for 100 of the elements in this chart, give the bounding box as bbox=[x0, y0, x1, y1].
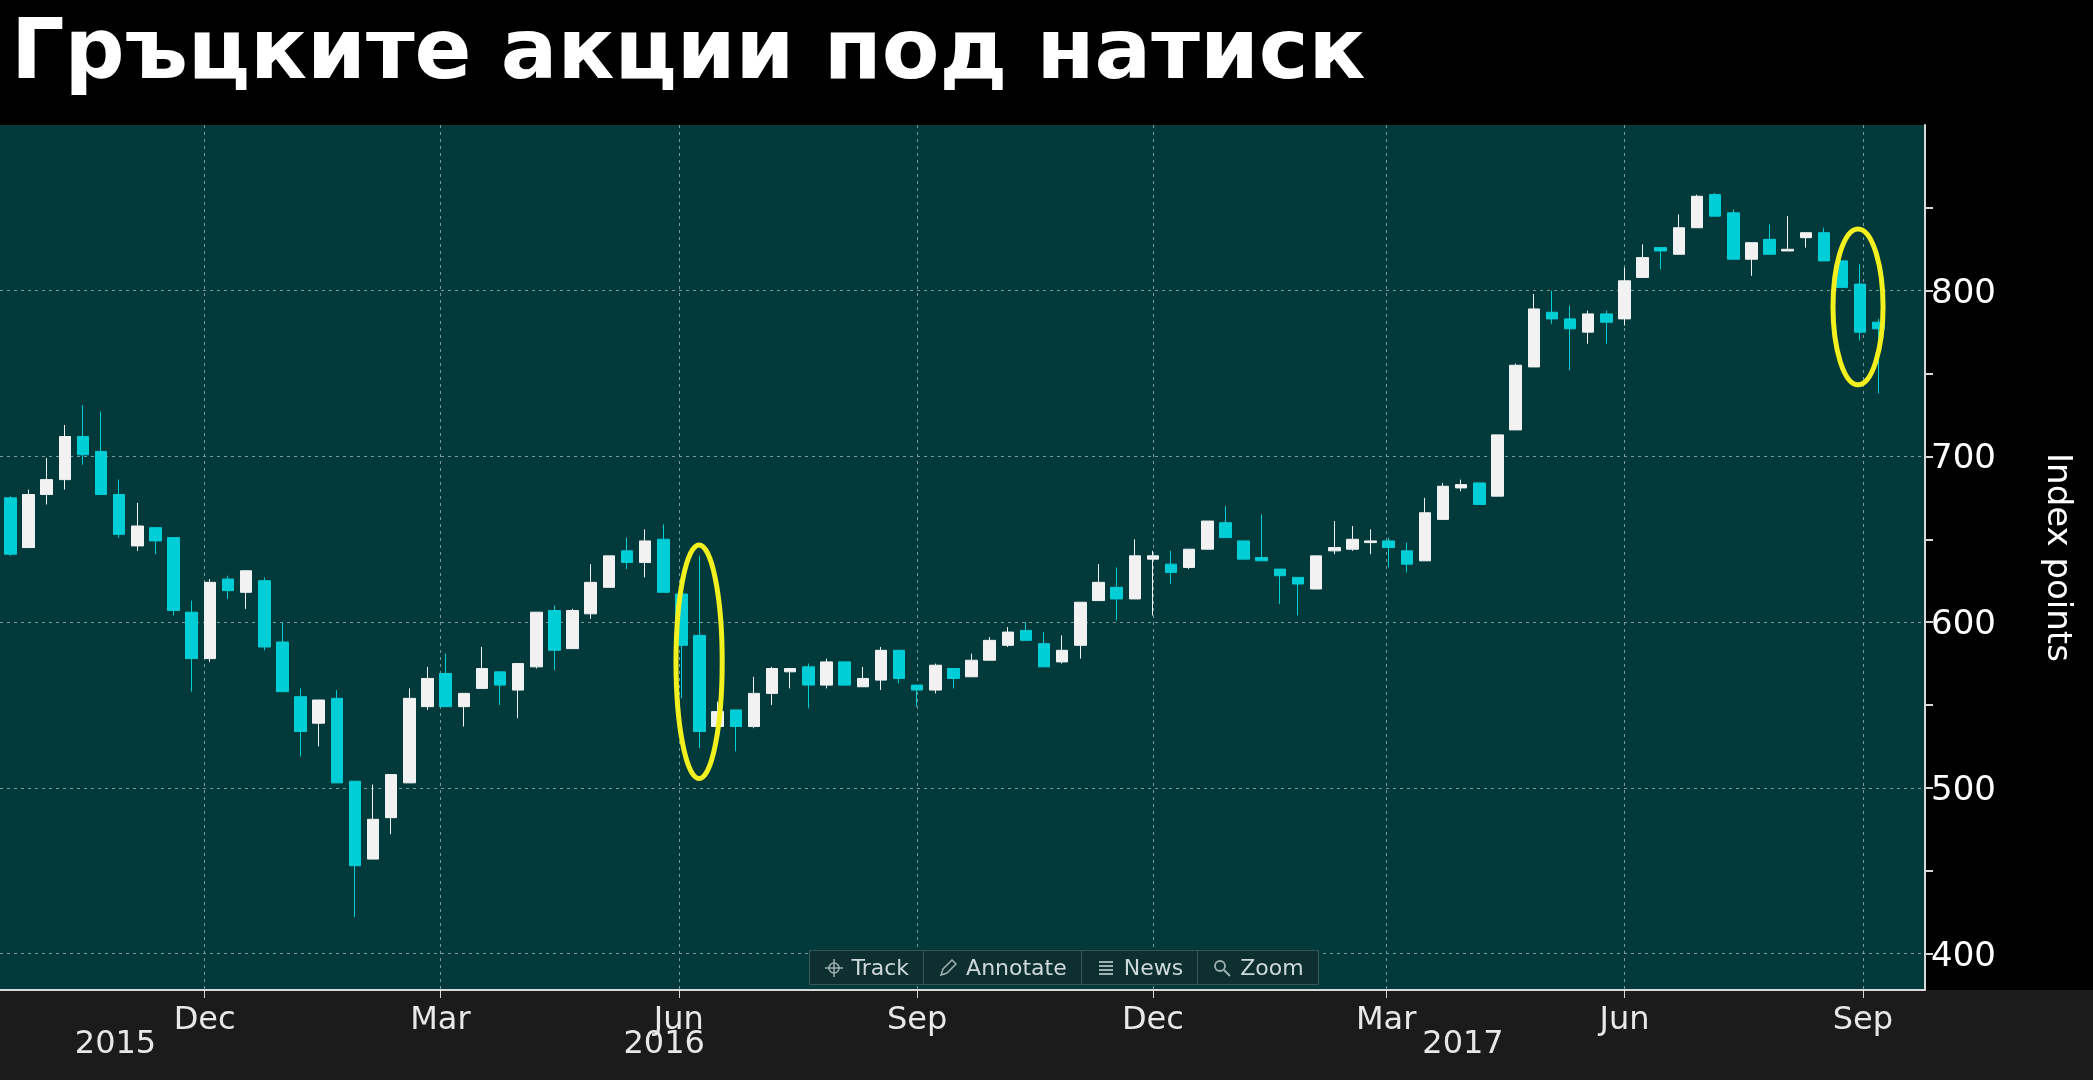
candlestick bbox=[1274, 568, 1286, 605]
candlestick bbox=[4, 495, 17, 557]
x-tick-label: Jun bbox=[1597, 999, 1650, 1037]
y-tick-label: 600 bbox=[1931, 602, 1996, 643]
x-tick-label: Sep bbox=[1832, 999, 1893, 1037]
candlestick bbox=[1818, 227, 1830, 262]
candlestick bbox=[1419, 497, 1431, 562]
candlestick bbox=[857, 666, 869, 688]
candlestick bbox=[1092, 563, 1105, 602]
candlestick bbox=[421, 666, 434, 711]
text: 2015 bbox=[74, 1023, 157, 1061]
candlestick bbox=[1854, 263, 1866, 341]
candlestick bbox=[59, 424, 71, 491]
candlestick bbox=[349, 780, 361, 918]
x-tick-label: Mar bbox=[1355, 999, 1418, 1037]
annotation: News bbox=[1123, 955, 1184, 980]
candlestick bbox=[113, 479, 125, 539]
candlestick bbox=[1056, 634, 1068, 665]
candlestick bbox=[331, 689, 343, 784]
x-tick-label: Dec bbox=[1121, 999, 1184, 1037]
candlestick bbox=[1382, 537, 1395, 568]
candlestick bbox=[730, 709, 742, 752]
candlestick bbox=[911, 684, 923, 708]
x-tick-label: Sep bbox=[887, 999, 948, 1037]
candlestick bbox=[1437, 482, 1449, 520]
candlestick bbox=[1310, 555, 1322, 590]
candlestick bbox=[222, 575, 234, 600]
candlestick bbox=[838, 661, 851, 686]
y-tick-label: 700 bbox=[1931, 436, 1996, 477]
candlestick bbox=[1110, 566, 1123, 621]
candlestick bbox=[548, 605, 561, 671]
candlestick bbox=[1582, 310, 1594, 345]
candlestick bbox=[22, 489, 35, 549]
candlestick bbox=[1074, 601, 1087, 660]
candlestick bbox=[584, 563, 597, 620]
candlestick bbox=[1038, 631, 1050, 668]
candlestick bbox=[693, 555, 706, 749]
candlestick bbox=[1364, 528, 1377, 555]
candlestick bbox=[439, 653, 452, 708]
candlestick bbox=[149, 527, 162, 555]
candlestick bbox=[1020, 621, 1032, 641]
chart-title: Гръцките акции под натиск bbox=[11, 0, 1366, 98]
candlestick bbox=[95, 411, 107, 496]
candlestick bbox=[1237, 540, 1250, 560]
candlestick bbox=[1183, 548, 1195, 570]
candlestick bbox=[185, 600, 198, 693]
candlestick bbox=[1346, 525, 1359, 552]
candlestick bbox=[983, 636, 996, 661]
candlestick bbox=[167, 537, 180, 616]
candlestick bbox=[1618, 267, 1631, 327]
text: 2017 bbox=[1422, 1023, 1504, 1061]
candlestick bbox=[1491, 434, 1504, 497]
candlestick bbox=[1328, 520, 1341, 555]
candlestick bbox=[875, 646, 887, 691]
candlestick bbox=[621, 537, 633, 570]
candlestick bbox=[929, 663, 942, 694]
candlestick bbox=[1600, 310, 1613, 345]
candlestick bbox=[294, 687, 307, 757]
candlestick bbox=[1564, 305, 1576, 371]
candlestick bbox=[276, 621, 289, 693]
candlestick bbox=[1201, 520, 1214, 550]
candlestick bbox=[131, 502, 144, 552]
candlestick bbox=[1546, 290, 1558, 325]
candlestick bbox=[820, 658, 833, 689]
candlestick bbox=[1255, 513, 1268, 562]
candlestick bbox=[1219, 505, 1232, 539]
candlestick bbox=[603, 555, 615, 588]
candlestick bbox=[1727, 209, 1740, 260]
candlestick bbox=[1528, 293, 1540, 368]
candlestick bbox=[639, 528, 651, 578]
annotation: Track bbox=[851, 955, 910, 980]
y-axis-title: Index points bbox=[2040, 453, 2080, 662]
candlestick bbox=[1473, 482, 1486, 505]
candlestick bbox=[1292, 576, 1304, 616]
candlestick bbox=[566, 608, 579, 650]
candlestick bbox=[802, 663, 815, 709]
candlestick bbox=[458, 692, 470, 728]
candlestick bbox=[1401, 542, 1413, 573]
candlestick bbox=[1147, 550, 1159, 616]
candlestick bbox=[947, 668, 960, 689]
candlestick bbox=[1129, 538, 1141, 600]
candlestick bbox=[657, 523, 670, 593]
annotation: Annotate bbox=[966, 955, 1067, 980]
candlestick bbox=[893, 649, 905, 684]
candlestick bbox=[312, 699, 325, 747]
candlestick bbox=[748, 676, 760, 729]
candlestick bbox=[1509, 363, 1522, 431]
candlestick bbox=[403, 687, 416, 784]
candlestick bbox=[1165, 550, 1177, 585]
candlestick bbox=[385, 774, 397, 835]
candlestick bbox=[1691, 194, 1703, 229]
candlestick bbox=[1800, 232, 1812, 249]
candlestick bbox=[476, 646, 488, 689]
x-tick-label: Dec bbox=[173, 999, 236, 1037]
annotation: Zoom bbox=[1240, 955, 1304, 980]
candlestick bbox=[1781, 215, 1794, 252]
candlestick bbox=[40, 457, 53, 505]
candlestick bbox=[1654, 247, 1667, 270]
y-tick-label: 500 bbox=[1931, 767, 1996, 808]
candlestick bbox=[1745, 242, 1758, 277]
